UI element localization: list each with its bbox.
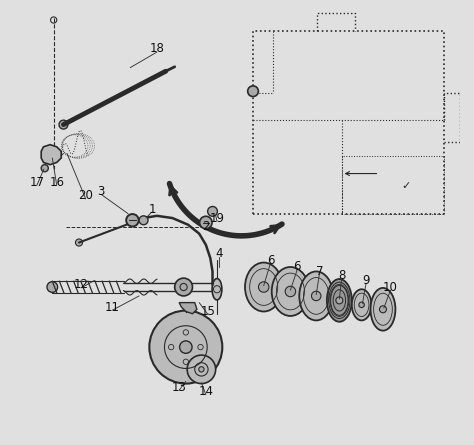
Text: 12: 12 — [74, 278, 89, 291]
Text: 19: 19 — [210, 211, 225, 225]
Text: 7: 7 — [316, 265, 323, 278]
Circle shape — [126, 214, 139, 227]
Text: 10: 10 — [383, 280, 398, 294]
Ellipse shape — [371, 288, 395, 331]
Circle shape — [46, 150, 54, 158]
Text: 18: 18 — [149, 42, 164, 56]
Text: 3: 3 — [98, 185, 105, 198]
Circle shape — [149, 311, 222, 384]
Ellipse shape — [272, 267, 309, 316]
Text: 17: 17 — [29, 176, 44, 189]
Text: 2: 2 — [202, 220, 210, 234]
Text: 14: 14 — [198, 385, 213, 398]
Circle shape — [41, 165, 48, 172]
Circle shape — [180, 341, 192, 353]
Circle shape — [248, 86, 258, 97]
Text: 8: 8 — [338, 269, 345, 283]
Circle shape — [139, 216, 148, 225]
Circle shape — [59, 120, 68, 129]
Circle shape — [336, 297, 343, 304]
Text: 13: 13 — [172, 380, 187, 394]
Circle shape — [199, 367, 204, 372]
Text: 9: 9 — [362, 274, 370, 287]
Circle shape — [187, 355, 216, 384]
Text: 11: 11 — [105, 300, 120, 314]
Ellipse shape — [212, 279, 222, 300]
Circle shape — [200, 216, 212, 229]
Ellipse shape — [327, 279, 352, 322]
Circle shape — [47, 282, 58, 292]
Ellipse shape — [352, 289, 372, 320]
Circle shape — [258, 282, 269, 292]
Circle shape — [285, 286, 296, 297]
Text: 4: 4 — [216, 247, 223, 260]
Circle shape — [359, 302, 365, 307]
Text: 6: 6 — [266, 254, 274, 267]
Text: 15: 15 — [201, 305, 216, 318]
Circle shape — [75, 239, 82, 246]
Circle shape — [208, 206, 218, 216]
Text: 1: 1 — [149, 202, 156, 216]
Polygon shape — [179, 303, 197, 314]
Circle shape — [175, 278, 192, 296]
Text: ✓: ✓ — [401, 181, 411, 191]
Ellipse shape — [245, 263, 283, 312]
Polygon shape — [41, 145, 61, 165]
Circle shape — [380, 306, 386, 313]
Text: 20: 20 — [78, 189, 93, 202]
Ellipse shape — [299, 271, 333, 320]
Text: 6: 6 — [293, 260, 301, 274]
Circle shape — [311, 291, 321, 301]
Text: 16: 16 — [49, 176, 64, 189]
